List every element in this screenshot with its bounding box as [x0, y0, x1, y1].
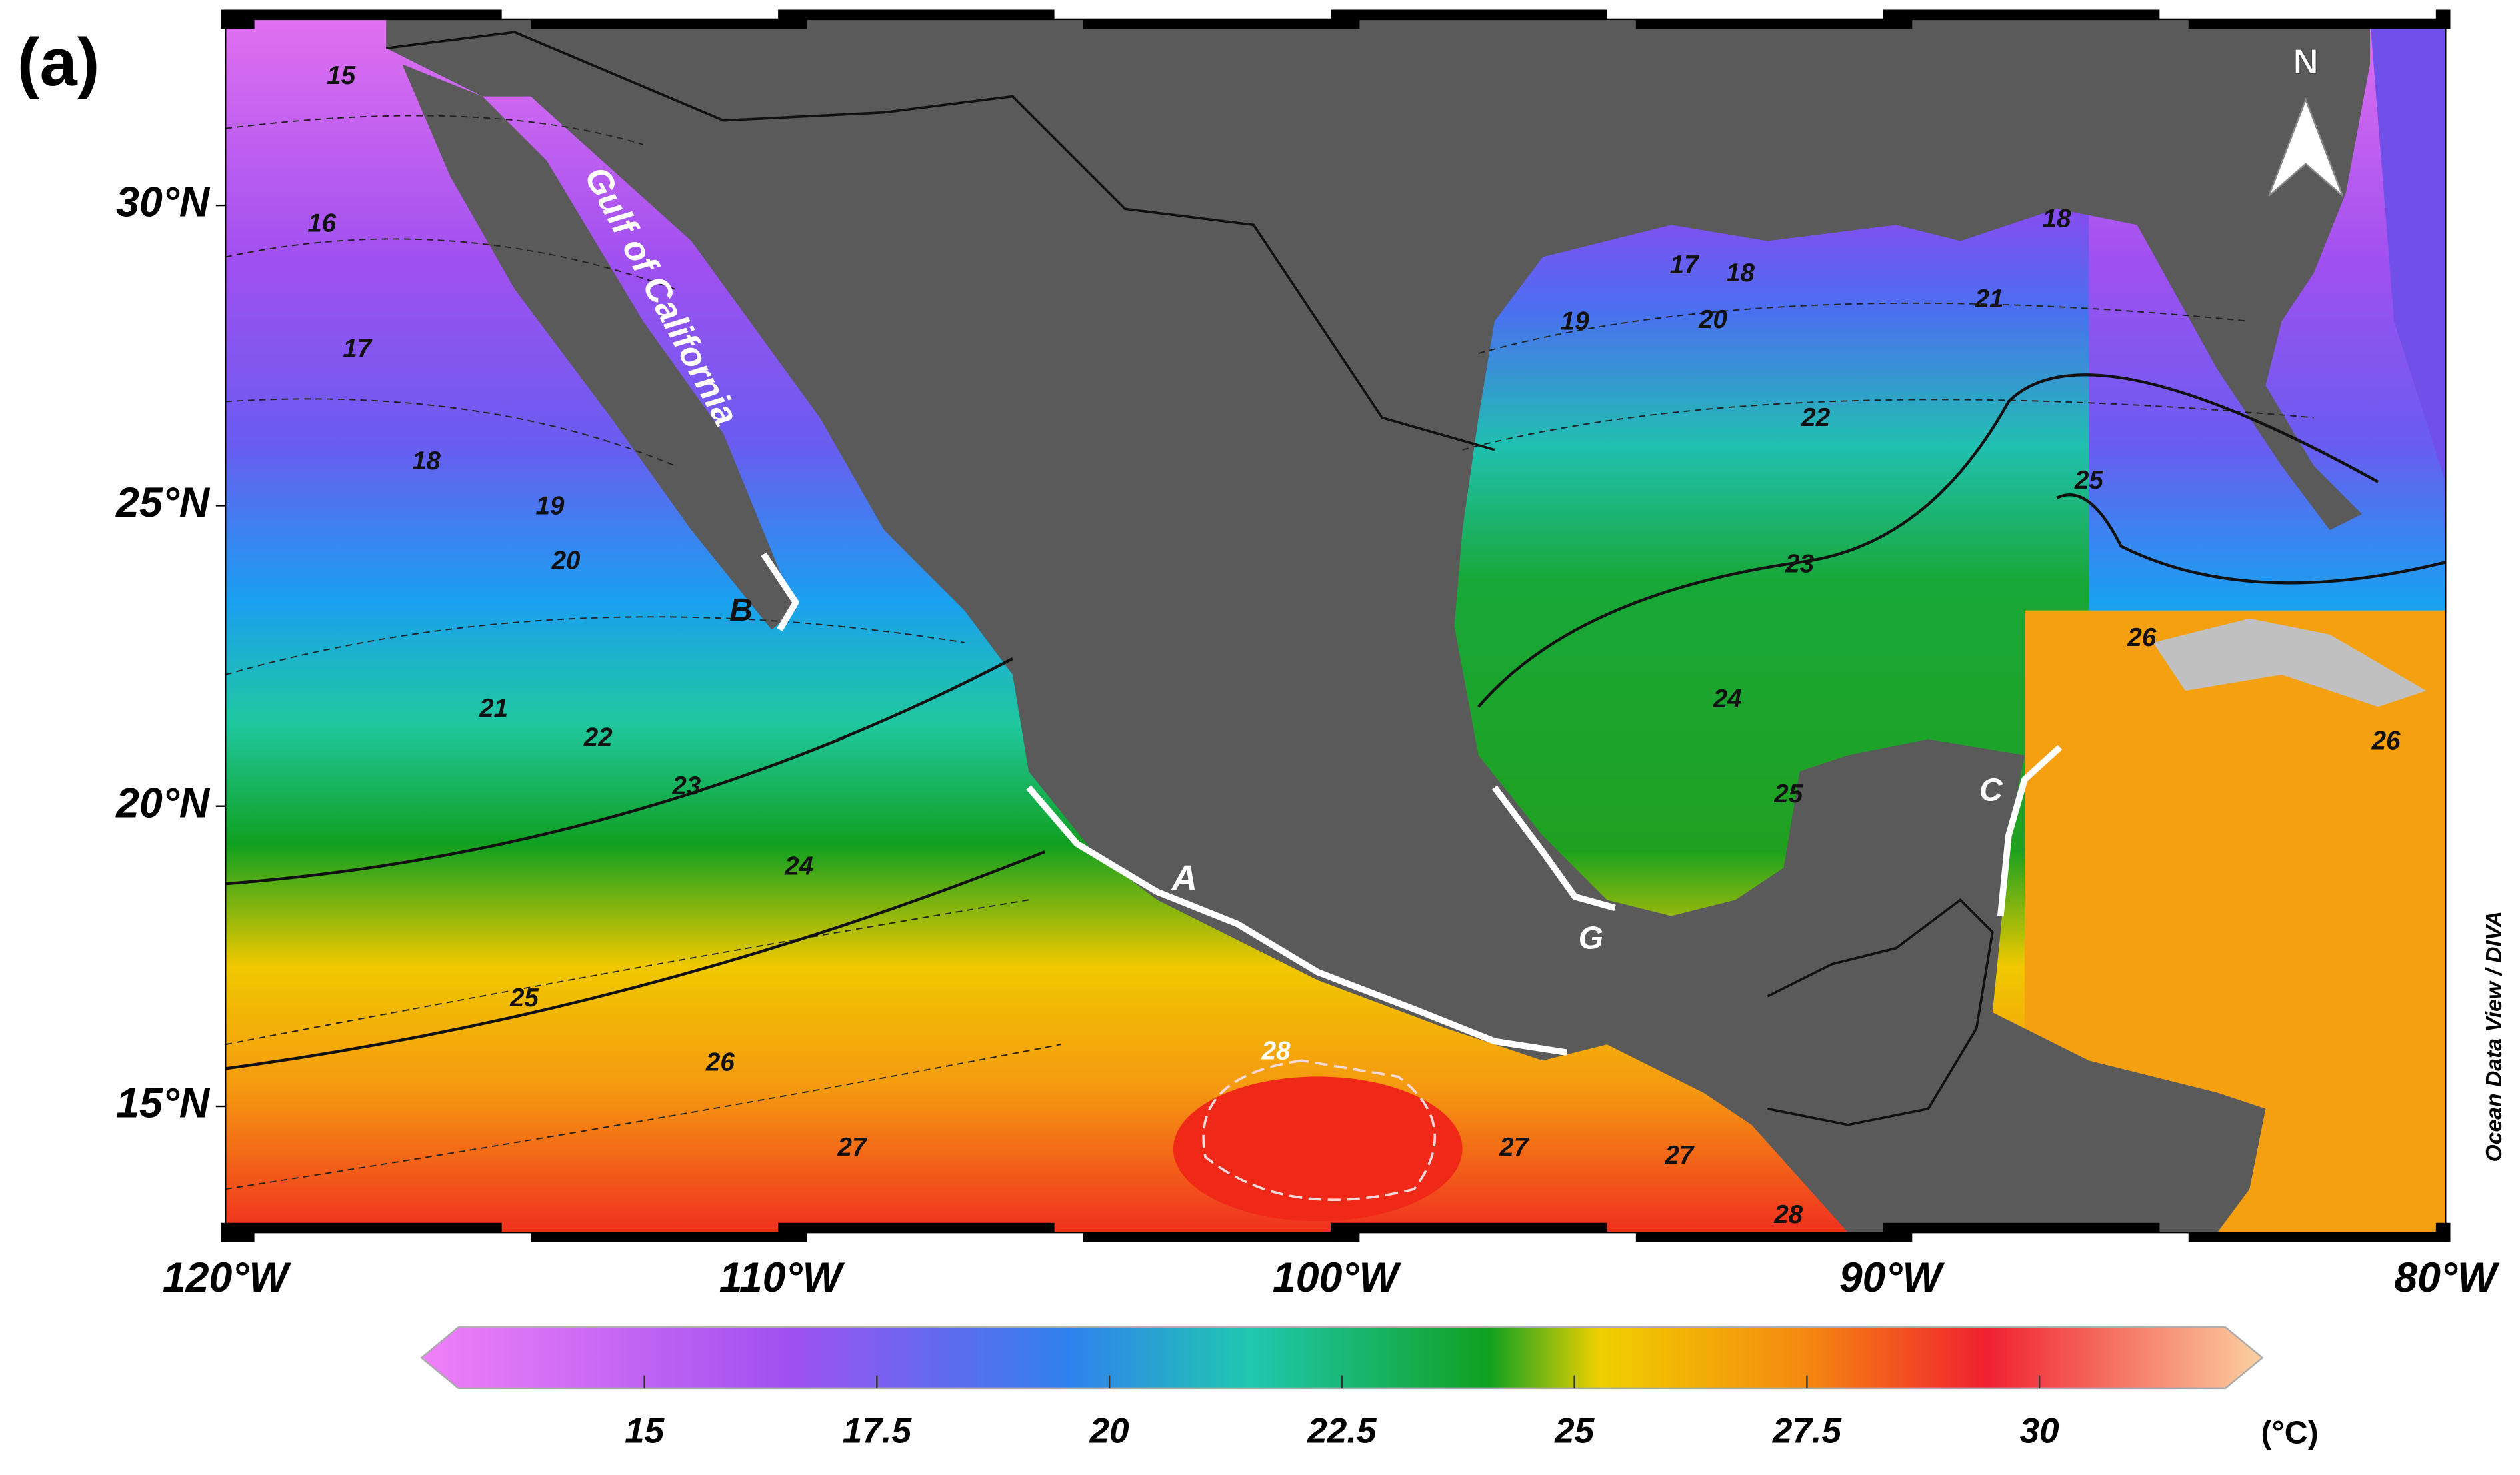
panel-label: (a): [17, 25, 100, 100]
y-tick-label: 25°N: [115, 479, 211, 526]
contour-label: 24: [784, 852, 813, 880]
contour-label: 26: [2127, 623, 2156, 652]
contour-label: 28: [1773, 1200, 1803, 1229]
contour-label: 19: [1561, 307, 1589, 336]
contours: [225, 115, 2314, 1190]
contour-label: 27: [837, 1133, 867, 1162]
x-tick-label: 110°W: [719, 1254, 845, 1301]
contour-label: 18: [1726, 259, 1755, 287]
contour-label: 26: [705, 1048, 735, 1076]
colorbar-tick-label: 22.5: [1307, 1411, 1377, 1450]
frame-bar-top: [220, 9, 2451, 29]
contour-label: 24: [1713, 685, 1742, 713]
contour-label: 26: [2371, 726, 2401, 755]
y-tick-label: 30°N: [116, 179, 211, 226]
north-arrow: [2268, 97, 2344, 197]
contour-label: 18: [2043, 204, 2071, 233]
colorbar-tick-label: 25: [1554, 1411, 1595, 1450]
y-tick-label: 15°N: [116, 1080, 211, 1127]
contours-major: [225, 373, 2446, 1070]
land: [386, 19, 2371, 1233]
north-label: N: [2293, 42, 2318, 81]
contour-label: 21: [479, 694, 508, 723]
contour-label: 22: [583, 723, 613, 752]
transects: [761, 552, 2063, 1056]
contour-label: 22: [1801, 403, 1830, 432]
credit: Ocean Data View / DIVA: [2481, 911, 2507, 1162]
contour-label: 28: [1261, 1036, 1291, 1065]
us-mexico-border: [385, 31, 1495, 451]
contour-label: 18: [412, 447, 441, 475]
contour-label: 27: [1664, 1141, 1694, 1170]
map: [220, 9, 2451, 1242]
contour-label: 25: [2074, 466, 2103, 495]
warm-pool: [1173, 1076, 1463, 1222]
colorbar-tick-label: 27.5: [1772, 1411, 1843, 1450]
colorbar: [420, 1326, 2264, 1390]
contour-label: 16: [307, 209, 336, 238]
atlantic-field: [2370, 19, 2446, 482]
region-label: G: [1579, 920, 1603, 956]
region-label: A: [1171, 858, 1197, 898]
x-tick-label: 90°W: [1839, 1254, 1945, 1301]
contour-label: 15: [327, 61, 355, 90]
contour-label: 25: [509, 984, 539, 1012]
contour-label: 17: [1670, 251, 1699, 279]
x-tick-label: 80°W: [2394, 1254, 2500, 1301]
contour-label: 21: [1975, 285, 2004, 313]
region-label: C: [1979, 772, 2003, 808]
x-tick-label: 120°W: [163, 1254, 292, 1301]
colorbar-tick-label: 20: [1089, 1411, 1129, 1450]
baja-california: [402, 64, 796, 630]
contour-label: 23: [1785, 549, 1814, 578]
contour-label: 17: [343, 334, 372, 363]
borders: [1767, 898, 1994, 1126]
colorbar-tick-label: 15: [625, 1411, 665, 1450]
colorbar-tick-label: 17.5: [843, 1411, 913, 1450]
cuba: [2153, 618, 2427, 707]
contour-label: 20: [1698, 305, 1727, 334]
y-tick-label: 20°N: [115, 780, 211, 826]
contour-label: 23: [671, 772, 701, 800]
contour-28: [1202, 1059, 1436, 1201]
contour-label: 27: [1499, 1133, 1529, 1162]
colorbar-unit: (°C): [2261, 1414, 2318, 1450]
region-label: B: [729, 592, 753, 628]
x-tick-label: 100°W: [1273, 1254, 1402, 1301]
contour-label: 20: [551, 547, 581, 575]
contour-label: 25: [1773, 780, 1803, 808]
colorbar-tick-label: 30: [2020, 1411, 2059, 1450]
contour-label: 19: [536, 492, 565, 521]
gulf-field: [1446, 177, 2089, 852]
